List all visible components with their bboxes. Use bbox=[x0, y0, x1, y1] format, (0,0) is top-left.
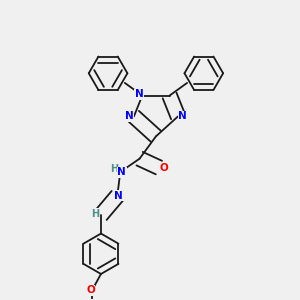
Text: O: O bbox=[86, 285, 95, 295]
Text: N: N bbox=[178, 111, 187, 122]
Text: N: N bbox=[117, 167, 126, 177]
Text: H: H bbox=[91, 208, 99, 219]
Text: H: H bbox=[110, 164, 118, 174]
Text: N: N bbox=[125, 111, 134, 122]
Text: N: N bbox=[114, 191, 123, 201]
Text: O: O bbox=[160, 163, 169, 172]
Text: N: N bbox=[135, 89, 144, 99]
